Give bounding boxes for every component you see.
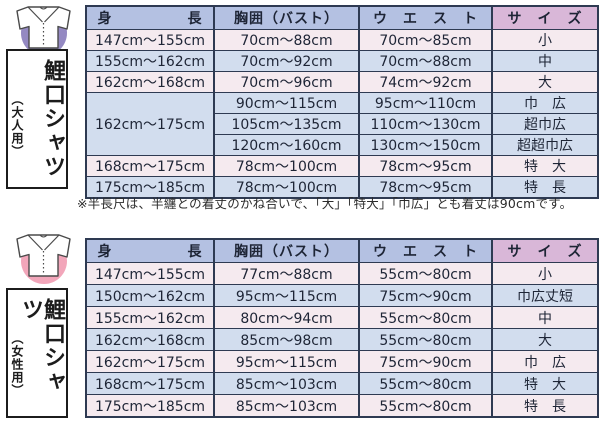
header-row: 身 長 胸囲（バスト） ウ エ ス ト サ イ ズ (85, 238, 599, 263)
size-cell: 小 (491, 29, 599, 51)
table-row: 155cm〜162cm 70cm〜92cm 70cm〜88cm 中 (85, 50, 599, 72)
table-row: 168cm〜175cm 78cm〜100cm 78cm〜95cm 特 大 (85, 155, 599, 177)
table-row: 162cm〜168cm 70cm〜96cm 74cm〜92cm 大 (85, 71, 599, 93)
height-cell: 162cm〜175cm (85, 350, 215, 373)
adult-size-table: 身 長 胸囲（バスト） ウ エ ス ト サ イ ズ 147cm〜155cm 70… (85, 5, 599, 199)
header-row: 身 長 胸囲（バスト） ウ エ ス ト サ イ ズ (85, 5, 599, 30)
product-variant: （大人用） (10, 93, 24, 158)
product-label-adult: 鯉口シャツ （大人用） (6, 49, 68, 189)
chest-cell: 78cm〜100cm (213, 155, 360, 177)
size-cell: 中 (491, 50, 599, 72)
chest-cell: 85cm〜103cm (213, 372, 360, 395)
chest-cell: 105cm〜135cm (213, 113, 360, 135)
table-row: 162cm〜175cm 90cm〜115cm 95cm〜110cm 巾 広 (85, 92, 599, 156)
height-cell: 168cm〜175cm (85, 372, 215, 395)
chest-cell: 90cm〜115cm (213, 92, 360, 114)
product-name: 鯉口シャツ (40, 59, 65, 179)
koikuchi-shirt-icon (16, 6, 71, 56)
size-cell: 特 長 (491, 176, 599, 199)
koikuchi-shirt-icon (16, 234, 71, 284)
waist-cell: 75cm〜90cm (358, 284, 493, 307)
waist-cell: 78cm〜95cm (358, 155, 493, 177)
waist-cell: 55cm〜80cm (358, 372, 493, 395)
size-cell: 中 (491, 306, 599, 329)
size-cell: 小 (491, 262, 599, 285)
product-variant: （女性用） (10, 332, 24, 397)
waist-cell: 55cm〜80cm (358, 394, 493, 418)
size-cell: 巾広丈短 (491, 284, 599, 307)
table-row: 162cm〜175cm 95cm〜115cm 75cm〜90cm 巾 広 (85, 350, 599, 373)
waist-cell: 55cm〜80cm (358, 262, 493, 285)
height-cell: 175cm〜185cm (85, 176, 215, 199)
length-note: ※半長尺は、半纏との着丈のかね合いで、「大」「特大」「巾広」とも着丈は90cmで… (77, 196, 573, 211)
size-cell: 特 大 (491, 155, 599, 177)
chest-cell: 70cm〜92cm (213, 50, 360, 72)
height-cell: 147cm〜155cm (85, 29, 215, 51)
waist-cell: 130cm〜150cm (358, 134, 493, 156)
product-label-women: 鯉口シャツ （女性用） (6, 288, 68, 418)
size-cell: 大 (491, 328, 599, 351)
waist-cell: 55cm〜80cm (358, 328, 493, 351)
waist-cell: 75cm〜90cm (358, 350, 493, 373)
height-cell: 168cm〜175cm (85, 155, 215, 177)
waist-cell: 95cm〜110cm (358, 92, 493, 114)
height-cell: 175cm〜185cm (85, 394, 215, 418)
table-row: 162cm〜168cm 85cm〜98cm 55cm〜80cm 大 (85, 328, 599, 351)
waist-cell: 78cm〜95cm (358, 176, 493, 199)
size-cell: 超超巾広 (491, 134, 599, 156)
height-cell: 150cm〜162cm (85, 284, 215, 307)
size-cell: 巾 広 (491, 350, 599, 373)
header-height: 身 長 (85, 5, 215, 30)
header-size: サ イ ズ (491, 238, 599, 263)
table-row: 150cm〜162cm 95cm〜115cm 75cm〜90cm 巾広丈短 (85, 284, 599, 307)
chest-cell: 95cm〜115cm (213, 350, 360, 373)
header-waist: ウ エ ス ト (358, 5, 493, 30)
table-row: 155cm〜162cm 80cm〜94cm 55cm〜80cm 中 (85, 306, 599, 329)
size-cell: 大 (491, 71, 599, 93)
product-name: 鯉口シャツ (18, 298, 65, 394)
waist-cell: 55cm〜80cm (358, 306, 493, 329)
chest-cell: 70cm〜88cm (213, 29, 360, 51)
height-cell: 162cm〜168cm (85, 328, 215, 351)
size-cell: 特 大 (491, 372, 599, 395)
chest-cell: 78cm〜100cm (213, 176, 360, 199)
waist-cell: 70cm〜88cm (358, 50, 493, 72)
table-row: 105cm〜135cm 110cm〜130cm 超巾広 (86, 113, 599, 135)
chest-cell: 80cm〜94cm (213, 306, 360, 329)
height-cell: 162cm〜168cm (85, 71, 215, 93)
height-cell: 155cm〜162cm (85, 50, 215, 72)
header-height: 身 長 (85, 238, 215, 263)
waist-cell: 70cm〜85cm (358, 29, 493, 51)
header-chest: 胸囲（バスト） (213, 238, 360, 263)
table-row: 168cm〜175cm 85cm〜103cm 55cm〜80cm 特 大 (85, 372, 599, 395)
header-chest: 胸囲（バスト） (213, 5, 360, 30)
height-cell-merged: 162cm〜175cm (85, 92, 215, 156)
height-cell: 155cm〜162cm (85, 306, 215, 329)
size-cell: 特 長 (491, 394, 599, 418)
table-row: 175cm〜185cm 85cm〜103cm 55cm〜80cm 特 長 (85, 394, 599, 418)
size-cell: 巾 広 (491, 92, 599, 114)
chest-cell: 85cm〜103cm (213, 394, 360, 418)
waist-cell: 74cm〜92cm (358, 71, 493, 93)
chest-cell: 95cm〜115cm (213, 284, 360, 307)
chest-cell: 77cm〜88cm (213, 262, 360, 285)
size-cell: 超巾広 (491, 113, 599, 135)
table-row: 147cm〜155cm 70cm〜88cm 70cm〜85cm 小 (85, 29, 599, 51)
height-cell: 147cm〜155cm (85, 262, 215, 285)
chest-cell: 85cm〜98cm (213, 328, 360, 351)
table-row: 147cm〜155cm 77cm〜88cm 55cm〜80cm 小 (85, 262, 599, 285)
header-waist: ウ エ ス ト (358, 238, 493, 263)
waist-cell: 110cm〜130cm (358, 113, 493, 135)
table-row: 175cm〜185cm 78cm〜100cm 78cm〜95cm 特 長 (85, 176, 599, 199)
women-size-table: 身 長 胸囲（バスト） ウ エ ス ト サ イ ズ 147cm〜155cm 77… (85, 238, 599, 418)
header-size: サ イ ズ (491, 5, 599, 30)
chest-cell: 70cm〜96cm (213, 71, 360, 93)
chest-cell: 120cm〜160cm (213, 134, 360, 156)
